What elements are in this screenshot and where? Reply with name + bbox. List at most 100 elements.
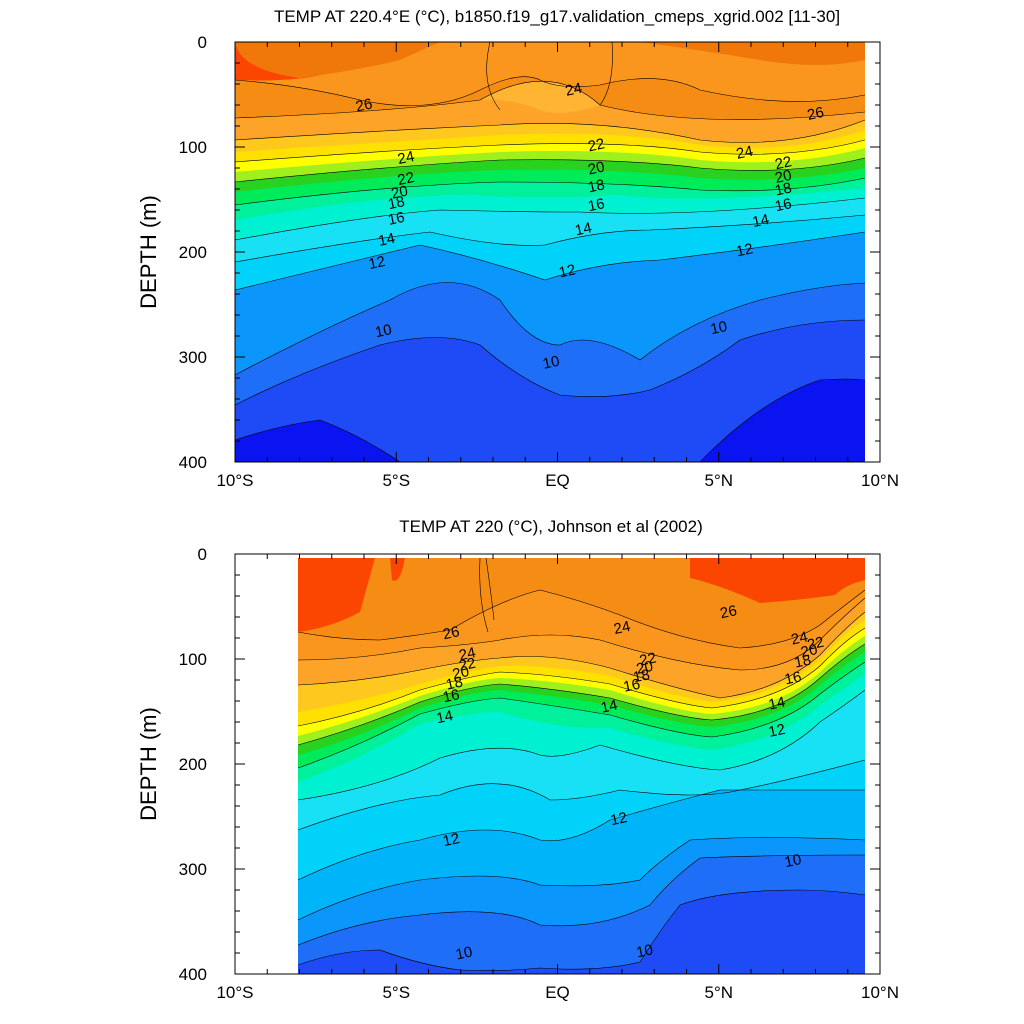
contour-label: 14 (573, 219, 593, 239)
contour-label: 24 (564, 80, 584, 100)
contour-line-22 (297, 611, 866, 699)
contour-label: 24 (457, 644, 477, 664)
contour-label: 18 (773, 179, 793, 199)
y-tick-label: 200 (179, 243, 207, 262)
contour-label: 16 (773, 195, 793, 215)
panel-model-contour-lines (234, 41, 866, 463)
contour-line-24 (234, 80, 866, 120)
contour-label: 16 (586, 195, 606, 215)
y-tick-label: 0 (198, 33, 207, 52)
contour-line-25 (297, 589, 866, 649)
panel-model-title: TEMP AT 220.4°E (°C), b1850.f19_g17.vali… (274, 7, 840, 26)
contour-line-25 (234, 76, 866, 106)
contour-line-13 (297, 759, 866, 831)
y-tick-label: 100 (179, 650, 207, 669)
contour-line-25-east (599, 41, 613, 106)
y-tick-label: 300 (179, 860, 207, 879)
contour-label: 12 (557, 261, 577, 281)
band-28-sliver (390, 558, 405, 581)
contour-label: 10 (783, 851, 803, 871)
x-tick-label: 10°N (861, 983, 899, 1002)
panel-obs-fill (298, 558, 865, 974)
contour-line-16 (234, 177, 866, 206)
panel-obs-title: TEMP AT 220 (°C), Johnson et al (2002) (399, 517, 703, 536)
contour-label: 20 (773, 167, 793, 187)
contour-line-14 (297, 689, 866, 801)
contour-label: 18 (386, 193, 406, 213)
y-tick-label: 200 (179, 755, 207, 774)
x-tick-label: 5°N (704, 471, 733, 490)
band-28-south (298, 558, 375, 632)
y-tick-label: 300 (179, 348, 207, 367)
band-9 (298, 890, 865, 974)
y-tick-label: 400 (179, 965, 207, 984)
contour-label: 24 (396, 148, 416, 168)
contour-line-9 (234, 319, 866, 406)
contour-label: 20 (390, 183, 410, 203)
contour-label: 16 (441, 686, 461, 706)
band-27-north (640, 42, 865, 65)
contour-label: 22 (586, 135, 606, 155)
band-24-bulge (480, 81, 600, 114)
contour-line-14 (234, 197, 866, 241)
contour-label: 10 (454, 943, 474, 963)
contour-label: 16 (783, 668, 803, 688)
contour-line-26-a (479, 557, 489, 633)
contour-label: 14 (435, 707, 455, 727)
contour-line-22 (234, 119, 866, 143)
contour-label: 12 (441, 830, 461, 850)
contour-label: 14 (599, 697, 619, 717)
panel-obs-contour-labels: 2624222018161412102422201816141210262422… (435, 602, 826, 963)
contour-label: 22 (396, 169, 416, 189)
x-tick-label: EQ (545, 983, 570, 1002)
panel-obs-axes: 10°S 5°S EQ 5°N 10°N 0 100 200 300 400 (179, 545, 899, 1002)
contour-line-20 (297, 627, 866, 727)
contour-label: 18 (586, 176, 606, 196)
contour-line-10 (234, 282, 866, 376)
panel-model-fill (235, 42, 865, 462)
contour-label: 20 (586, 158, 606, 178)
contour-label: 18 (444, 674, 464, 694)
band-8-south (235, 420, 400, 462)
contour-label: 22 (457, 655, 477, 675)
contour-label: 18 (632, 666, 652, 686)
contour-line-18 (234, 157, 866, 183)
band-8-north (700, 379, 865, 462)
band-27-south (235, 42, 440, 78)
contour-label: 10 (541, 353, 561, 373)
contour-label: 12 (767, 721, 787, 741)
contour-label: 22 (638, 649, 658, 669)
band-28-north (690, 558, 865, 603)
x-tick-label: 10°N (861, 471, 899, 490)
contour-label: 24 (790, 628, 810, 648)
contour-label: 20 (635, 658, 655, 678)
contour-label: 10 (635, 941, 655, 961)
contour-line-24 (297, 597, 866, 671)
contour-label: 22 (806, 634, 826, 654)
panel-obs-ylabel: DEPTH (m) (136, 707, 161, 821)
contour-label: 22 (773, 153, 793, 173)
x-tick-label: 5°N (704, 983, 733, 1002)
contour-line-9 (297, 889, 866, 971)
contour-line-10 (297, 854, 866, 946)
contour-label: 26 (719, 602, 739, 622)
contour-label: 26 (354, 95, 374, 115)
contour-label: 16 (386, 209, 406, 229)
x-tick-label: EQ (545, 471, 570, 490)
contour-label: 26 (806, 104, 826, 124)
contour-label: 14 (767, 694, 787, 714)
x-tick-label: 10°S (216, 983, 253, 1002)
contour-line-8-north (699, 378, 866, 463)
contour-label: 18 (793, 652, 813, 672)
contour-label: 12 (735, 240, 755, 260)
contour-label: 14 (377, 230, 397, 250)
contour-label: 20 (799, 641, 819, 661)
panel-model-contour-labels: 2624222018161412102422201816141210262422… (354, 80, 825, 373)
contour-label: 10 (709, 318, 729, 338)
contour-line-8-south (234, 419, 401, 463)
contour-label: 12 (367, 253, 387, 273)
contour-label: 24 (735, 143, 755, 163)
panel-model-ylabel: DEPTH (m) (136, 195, 161, 309)
contour-line-13 (234, 214, 866, 263)
